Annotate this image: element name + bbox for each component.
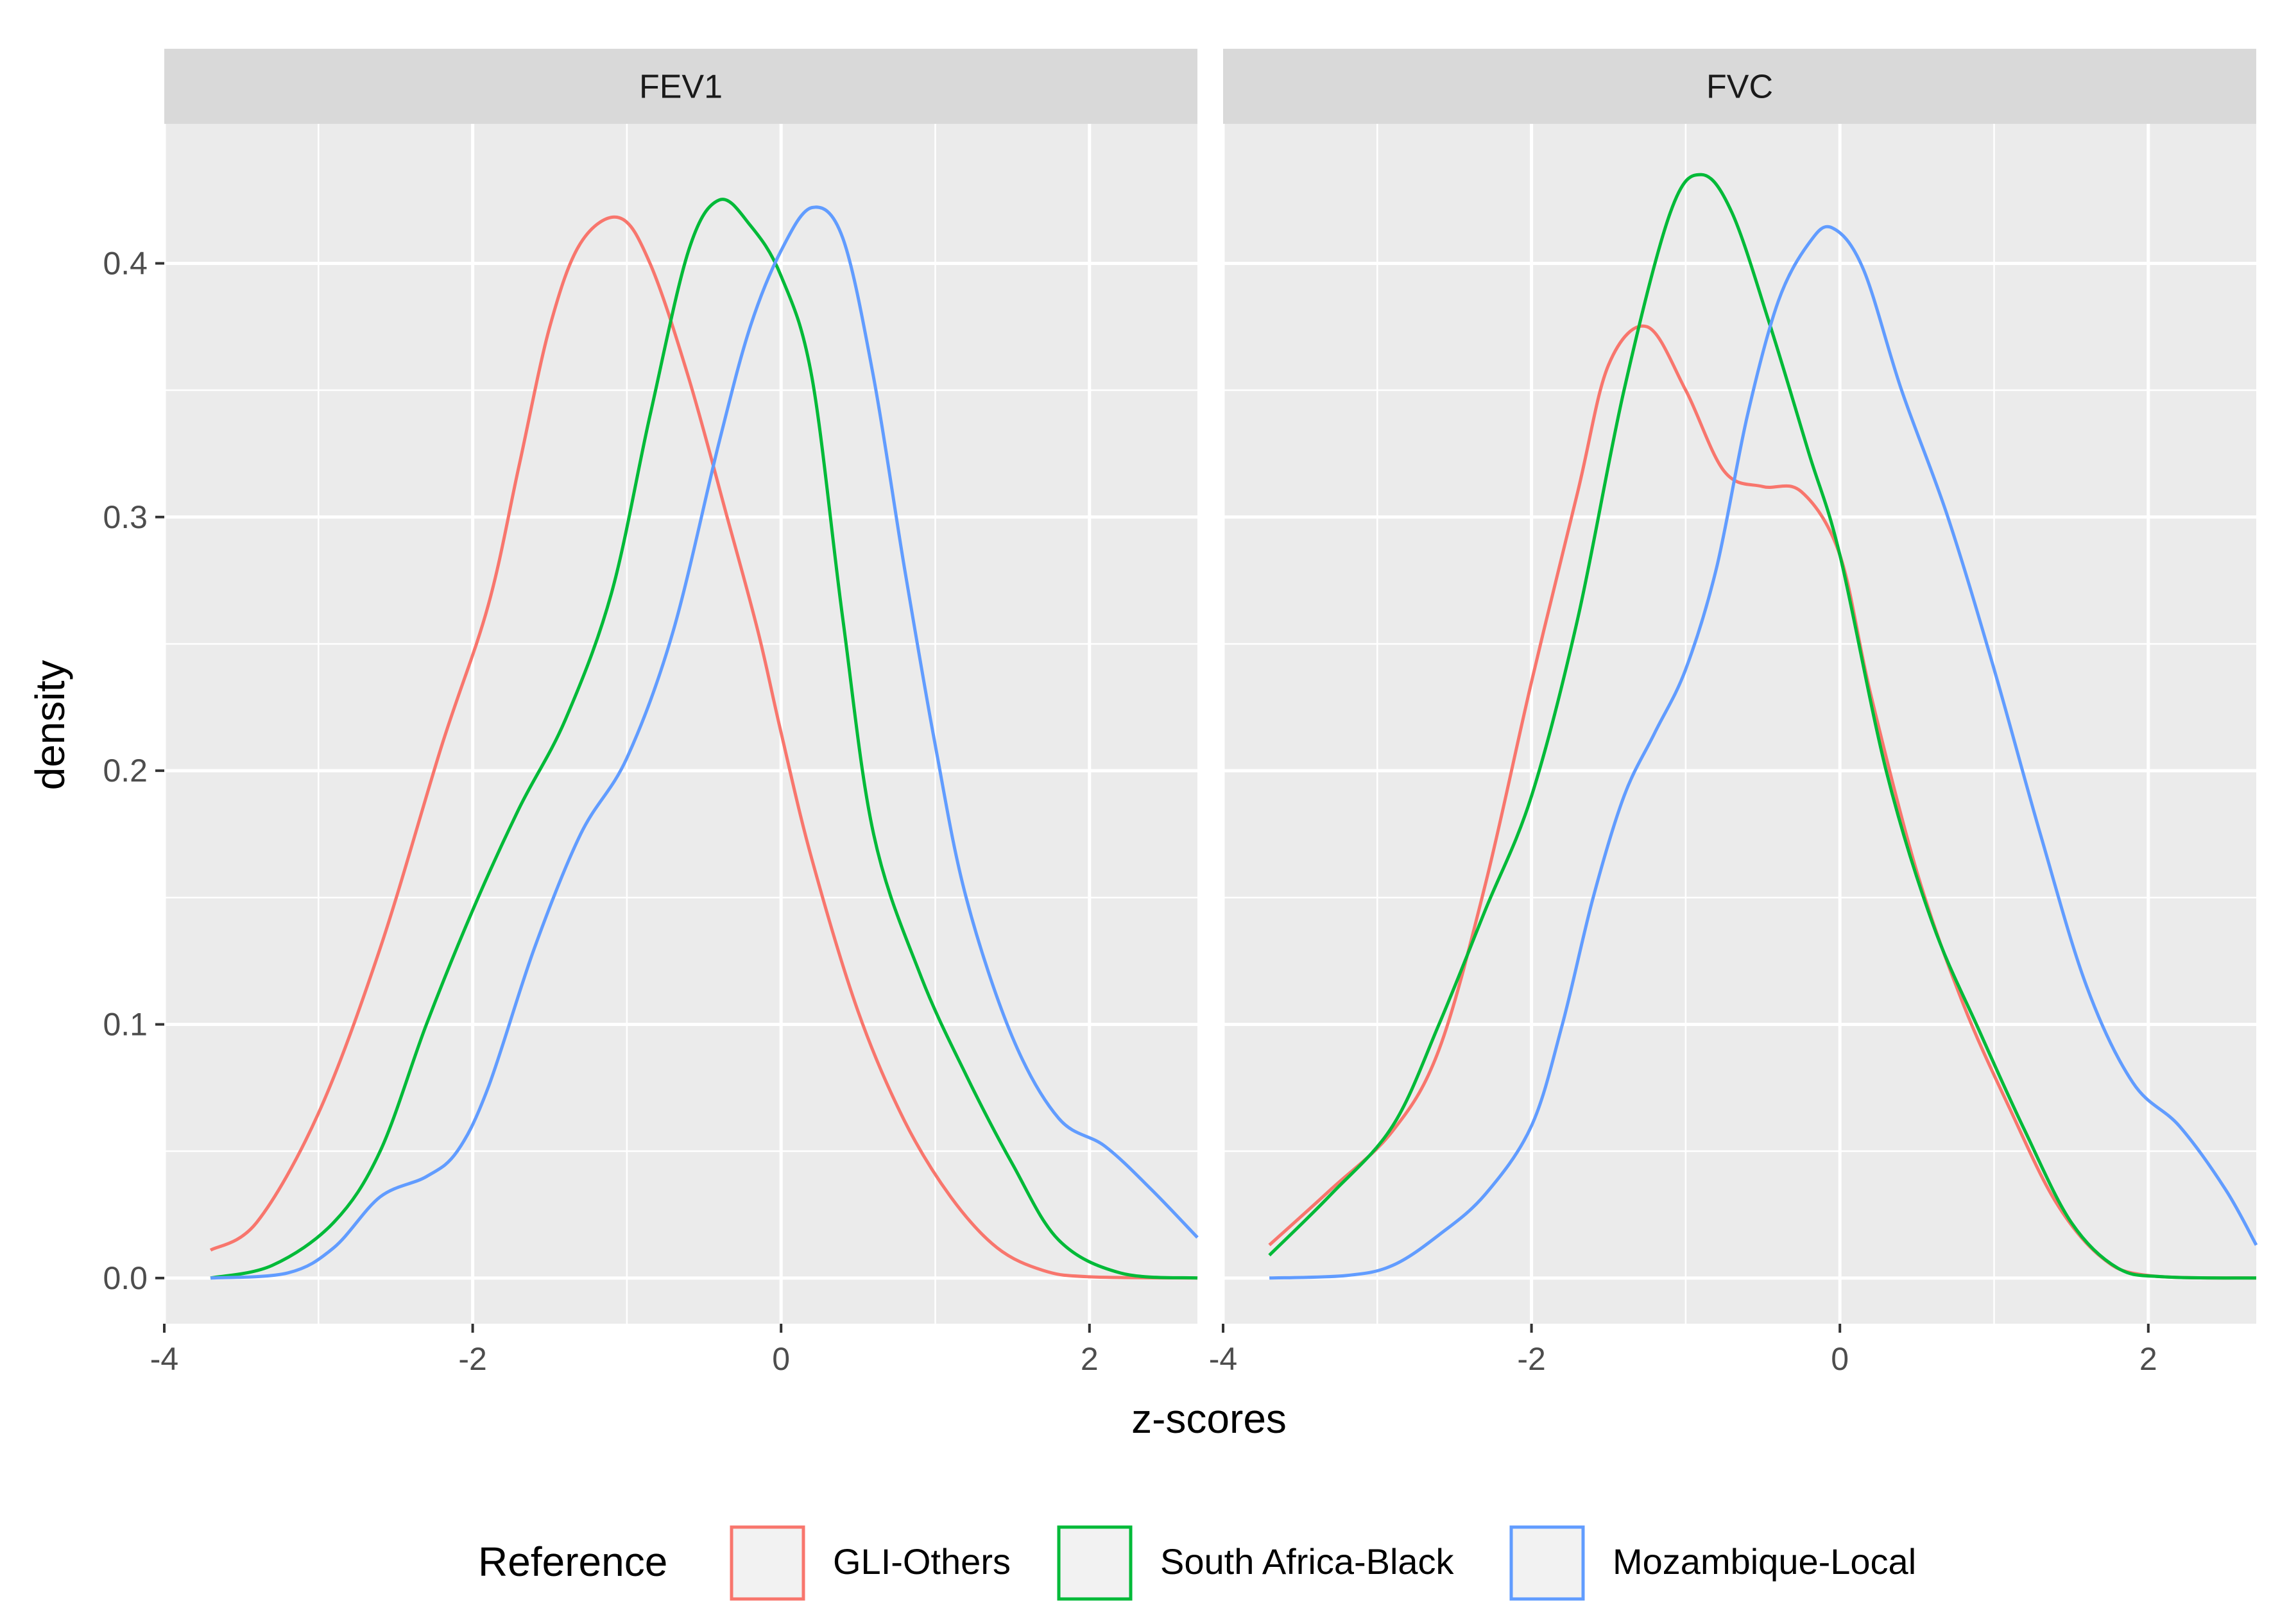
legend-item-gli-others: GLI-Others (730, 1525, 1011, 1601)
facet-panels: FEV1 -4 -2 0 2 0.0 0.1 0.2 0.3 0.4 FVC -4 -2 0 2 (103, 49, 2258, 1377)
legend: Reference GLI-Others South Africa-Black Mo… (478, 1525, 1916, 1601)
legend-item-south-africa-black: South Africa-Black (1057, 1525, 1455, 1601)
x-axis-title: z-scores (1131, 1396, 1287, 1442)
x-tick-label: -2 (1517, 1341, 1545, 1377)
x-tick-label: 2 (1081, 1341, 1099, 1377)
y-tick-label: 0.1 (103, 1006, 148, 1042)
panel-background (164, 124, 1197, 1324)
density-line-mozambique-local (1269, 225, 2258, 1280)
x-tick-label: -4 (1209, 1341, 1237, 1377)
legend-label: Mozambique-Local (1613, 1541, 1916, 1582)
x-tick-label: 2 (2139, 1341, 2157, 1377)
density-line-mozambique-local (210, 205, 1199, 1280)
density-line-gli-others (1268, 324, 2257, 1280)
y-tick-label: 0.2 (103, 753, 148, 789)
x-tick-label: 0 (772, 1341, 790, 1377)
y-tick-label: 0.3 (103, 499, 148, 535)
density-line-south-africa-black (1268, 173, 2257, 1280)
legend-key (730, 1525, 805, 1601)
legend-item-mozambique-local: Mozambique-Local (1509, 1525, 1916, 1601)
x-tick-label: -4 (150, 1341, 178, 1377)
legend-label: GLI-Others (833, 1541, 1011, 1582)
panel-fvc: FVC -4 -2 0 2 (1209, 49, 2258, 1377)
density-line-gli-others (209, 215, 1198, 1280)
y-tick-label: 0.4 (103, 245, 148, 281)
facet-strip (1223, 49, 2256, 124)
x-tick-label: -2 (458, 1341, 486, 1377)
facet-strip (164, 49, 1197, 124)
legend-key (1057, 1525, 1133, 1601)
facet-strip-label: FEV1 (639, 69, 723, 106)
legend-key (1509, 1525, 1585, 1601)
panel-fev1: FEV1 -4 -2 0 2 0.0 0.1 0.2 0.3 0.4 (103, 49, 1199, 1377)
density-line-south-africa-black (210, 198, 1198, 1280)
legend-title: Reference (478, 1539, 667, 1585)
y-axis-title: density (27, 660, 73, 791)
x-tick-label: 0 (1831, 1341, 1849, 1377)
facet-strip-label: FVC (1706, 69, 1773, 106)
y-tick-label: 0.0 (103, 1260, 148, 1296)
legend-label: South Africa-Black (1160, 1541, 1455, 1582)
